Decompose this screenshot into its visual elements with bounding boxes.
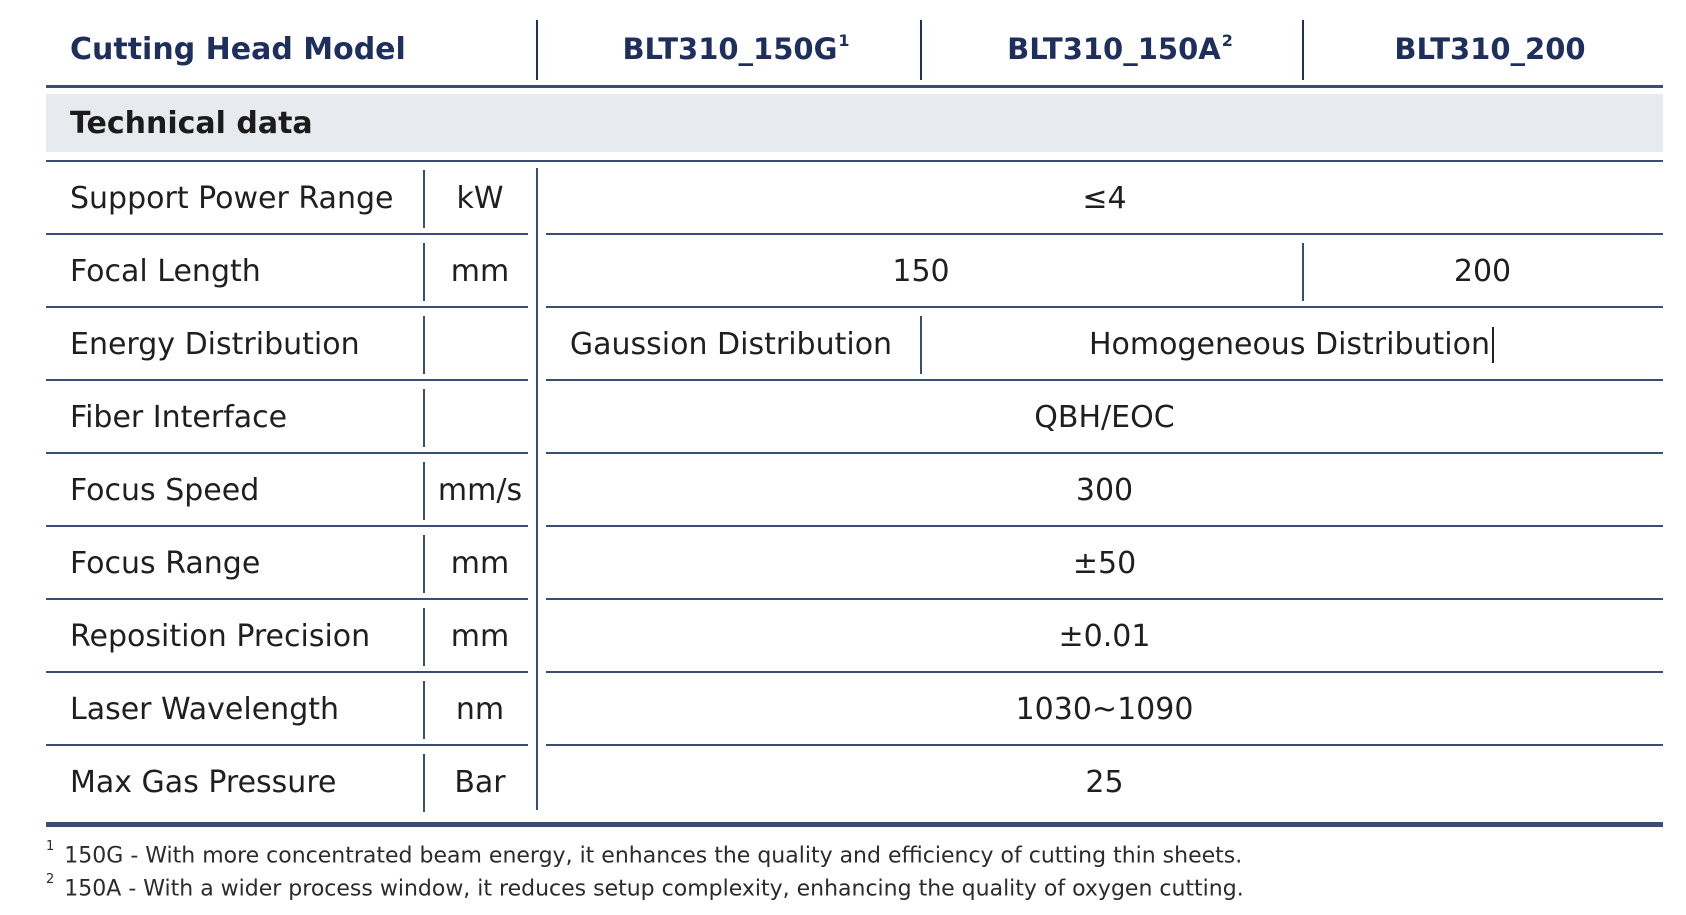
header-rule [46, 85, 1663, 88]
table-row: Focus Range mm ±50 [0, 527, 1686, 600]
value-text: Homogeneous Distribution [1088, 327, 1490, 362]
param-label: Fiber Interface [70, 400, 288, 435]
footnote-mark: 2 [46, 872, 55, 887]
header-model-1: BLT310_150G 1 [546, 24, 926, 74]
unit-label [425, 308, 535, 381]
row-rule [46, 525, 528, 527]
unit-label: mm [450, 546, 510, 581]
header-model-1-sup: 1 [838, 30, 850, 50]
value-cell: 200 [1453, 254, 1512, 289]
param-label: Focus Speed [70, 473, 260, 508]
footnote-2: 2 150A - With a wider process window, it … [46, 872, 1244, 902]
row-rule [546, 306, 1663, 308]
unit-separator [423, 389, 425, 447]
row-rule [546, 233, 1663, 235]
param-label: Focal Length [70, 254, 261, 289]
value-cell: 300 [1075, 473, 1134, 508]
param-label: Focus Range [70, 546, 261, 581]
header-model-3: BLT310_200 [1300, 24, 1680, 74]
value-cell[interactable]: Homogeneous Distribution [920, 308, 1663, 381]
text-caret [1492, 326, 1494, 363]
value-cell: 150 [892, 254, 950, 289]
table-bottom-rule [46, 822, 1663, 827]
unit-separator [423, 535, 425, 593]
value-cell: ±0.01 [1058, 619, 1151, 654]
unit-label: mm/s [437, 473, 523, 508]
table-row: Max Gas Pressure Bar 25 [0, 746, 1686, 819]
param-label: Max Gas Pressure [70, 765, 337, 800]
section-rule [46, 160, 1663, 162]
value-cell: Gaussion Distribution [569, 327, 893, 362]
header-label: Cutting Head Model [70, 31, 406, 67]
row-rule [46, 452, 528, 454]
row-rule [546, 452, 1663, 454]
unit-separator [423, 243, 425, 301]
header-model-2: BLT310_150A 2 [930, 24, 1310, 74]
row-rule [46, 306, 528, 308]
unit-label: Bar [454, 765, 506, 800]
footnote-text: 150A - With a wider process window, it r… [64, 876, 1244, 902]
table-vertical-divider [536, 168, 538, 810]
header-separator [920, 20, 922, 80]
value-separator [1302, 243, 1304, 301]
value-cell: 25 [1085, 765, 1124, 800]
row-rule [46, 379, 528, 381]
row-rule [46, 598, 528, 600]
header-model-2-name: BLT310_150A [1007, 32, 1221, 66]
unit-separator [423, 681, 425, 739]
footnote-text: 150G - With more concentrated beam energ… [64, 843, 1243, 869]
table-row: Reposition Precision mm ±0.01 [0, 600, 1686, 673]
row-rule [546, 598, 1663, 600]
param-label: Laser Wavelength [70, 692, 340, 727]
row-rule [546, 379, 1663, 381]
unit-separator [423, 170, 425, 228]
unit-label: mm [450, 254, 510, 289]
param-label: Support Power Range [70, 181, 394, 216]
row-rule [546, 744, 1663, 746]
row-rule [46, 671, 528, 673]
section-band: Technical data [46, 94, 1663, 152]
unit-label: mm [450, 619, 510, 654]
footnote-1: 1 150G - With more concentrated beam ener… [46, 839, 1243, 869]
header-model-1-name: BLT310_150G [622, 32, 838, 66]
row-rule [46, 744, 528, 746]
unit-separator [423, 754, 425, 812]
header-separator [1302, 20, 1304, 80]
row-rule [546, 671, 1663, 673]
footnote-mark: 1 [46, 839, 55, 854]
header-model-3-name: BLT310_200 [1394, 32, 1586, 66]
row-rule [546, 525, 1663, 527]
unit-label: nm [455, 692, 505, 727]
table-row: Focus Speed mm/s 300 [0, 454, 1686, 527]
unit-separator [423, 608, 425, 666]
value-cell: ≤4 [1082, 181, 1127, 216]
table-row: Fiber Interface QBH/EOC [0, 381, 1686, 454]
value-cell: ±50 [1072, 546, 1137, 581]
value-cell: QBH/EOC [1034, 400, 1175, 435]
unit-label [425, 381, 535, 454]
unit-separator [423, 462, 425, 520]
table-row: Support Power Range kW ≤4 [0, 162, 1686, 235]
row-rule [46, 233, 528, 235]
header-separator [536, 20, 538, 80]
value-cell: 1030~1090 [1015, 692, 1194, 727]
param-label: Reposition Precision [70, 619, 371, 654]
table-row: Energy Distribution Gaussion Distributio… [0, 308, 1686, 381]
header-model-2-sup: 2 [1221, 30, 1233, 50]
unit-label: kW [456, 181, 504, 216]
section-title: Technical data [70, 105, 313, 141]
table-row: Laser Wavelength nm 1030~1090 [0, 673, 1686, 746]
table-row: Focal Length mm 150 200 [0, 235, 1686, 308]
value-separator [920, 316, 922, 374]
unit-separator [423, 316, 425, 374]
param-label: Energy Distribution [70, 327, 360, 362]
